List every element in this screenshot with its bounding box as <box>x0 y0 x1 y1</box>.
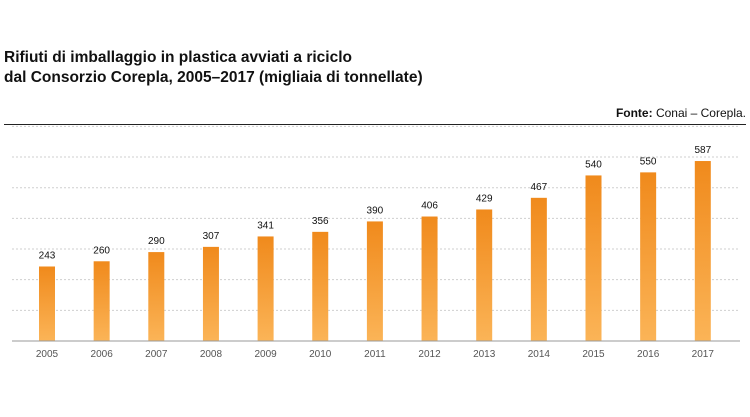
x-tick-label-2008: 2008 <box>200 349 223 360</box>
x-tick-label-2015: 2015 <box>582 349 605 360</box>
bar-2015 <box>585 175 602 341</box>
data-label-2016: 550 <box>640 156 657 167</box>
data-labels: 243 260 290 307 341 356 390 406 429 467 540 550 587 <box>39 145 712 261</box>
source-text: Conai – Corepla. <box>655 106 746 120</box>
data-label-2007: 290 <box>148 236 165 247</box>
data-label-2012: 406 <box>421 201 438 212</box>
x-tick-label-2012: 2012 <box>418 349 441 360</box>
bar-2005 <box>39 266 55 341</box>
x-tick-label-2009: 2009 <box>254 349 277 360</box>
bar-2008 <box>202 246 219 341</box>
bar-2009 <box>257 236 274 341</box>
data-label-2010: 356 <box>312 216 329 227</box>
x-tick-label-2016: 2016 <box>637 349 660 360</box>
bar-2013 <box>476 209 493 341</box>
x-tick-label-2013: 2013 <box>473 349 496 360</box>
source-label: Fonte: <box>615 106 653 120</box>
bar-2007 <box>148 252 165 341</box>
data-label-2005: 243 <box>39 250 56 261</box>
x-axis: 2005 2006 2007 2008 2009 2010 2011 2012 2013 2014… <box>12 340 740 360</box>
bar-2014 <box>530 197 547 341</box>
header-rule <box>4 124 746 125</box>
bar-2016 <box>640 172 657 341</box>
x-tick-label-2010: 2010 <box>309 349 332 360</box>
data-label-2011: 390 <box>367 205 384 216</box>
data-label-2009: 341 <box>257 220 274 231</box>
chart-title: Rifiuti di imballaggio in plastica avvia… <box>4 48 423 88</box>
x-tick-label-2017: 2017 <box>692 349 715 360</box>
data-label-2014: 467 <box>531 182 548 193</box>
chart-title-line-1: Rifiuti di imballaggio in plastica avvia… <box>4 49 352 66</box>
data-label-2006: 260 <box>93 245 110 256</box>
x-tick-label-2006: 2006 <box>91 349 114 360</box>
bar-2006 <box>93 261 110 341</box>
x-tick-label-2014: 2014 <box>528 349 551 360</box>
x-tick-label-2007: 2007 <box>145 349 168 360</box>
source-note: Fonte: Conai – Corepla. <box>616 106 746 120</box>
data-label-2013: 429 <box>476 193 493 204</box>
bar-2012 <box>421 216 438 341</box>
data-label-2015: 540 <box>585 159 602 170</box>
data-label-2017: 587 <box>694 145 711 156</box>
x-tick-label-2011: 2011 <box>364 349 386 360</box>
x-tick-label-2005: 2005 <box>36 349 59 360</box>
bars <box>39 161 711 341</box>
chart-title-line-2: dal Consorzio Corepla, 2005–2017 (miglia… <box>4 69 423 86</box>
data-label-2008: 307 <box>203 231 220 242</box>
bar-2017 <box>694 161 711 341</box>
bar-2011 <box>366 221 383 341</box>
bar-2010 <box>312 231 329 341</box>
